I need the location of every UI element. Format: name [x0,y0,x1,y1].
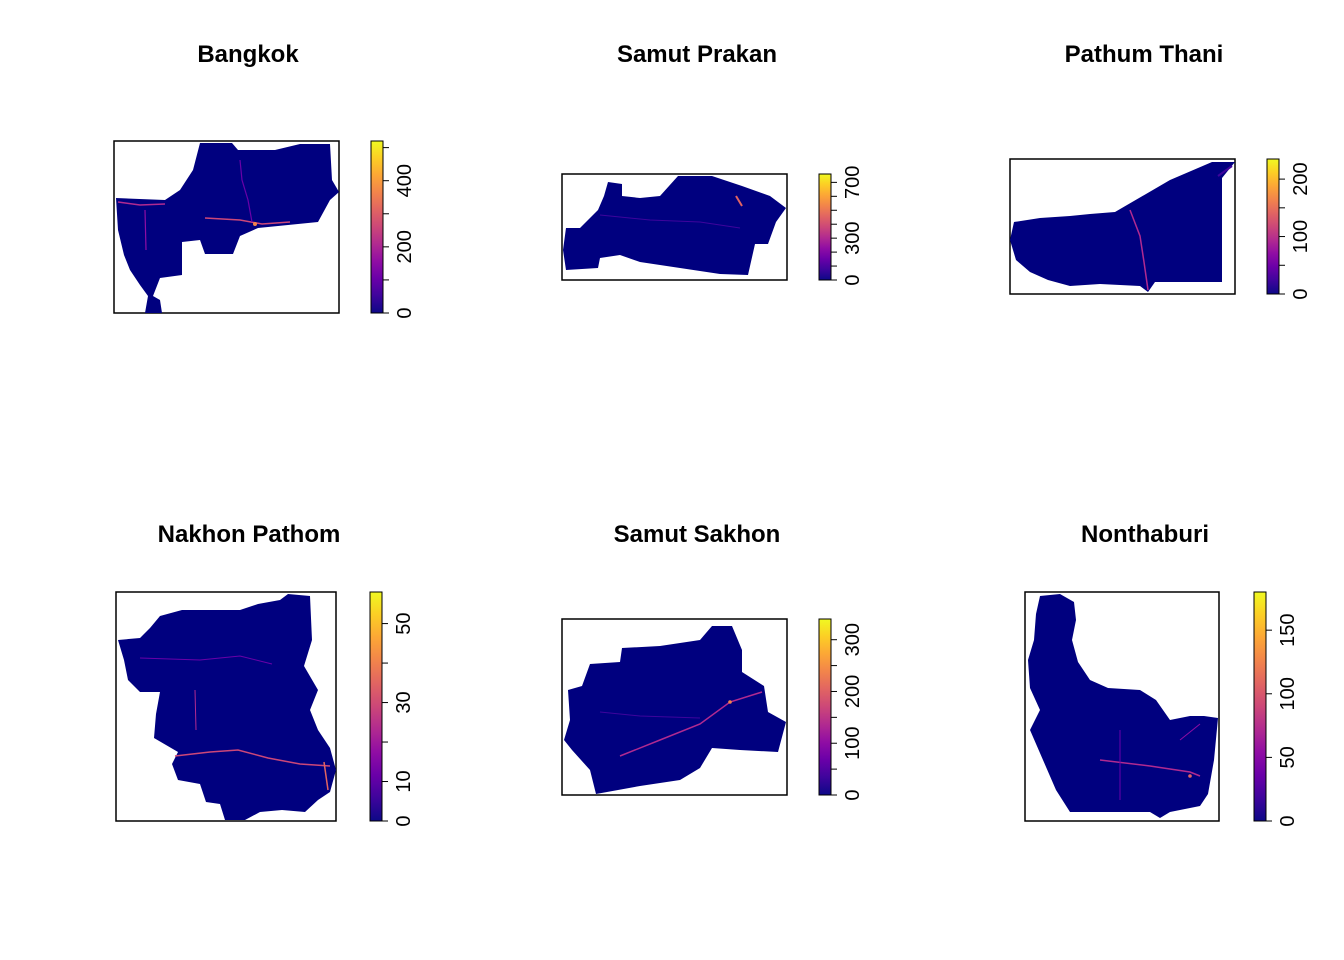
panel-pathum-thani: Pathum Thani [1009,41,1236,295]
panel-title: Samut Prakan [617,41,777,68]
region-raster [116,143,339,313]
colorbar-tick-label: 0 [1290,288,1312,299]
region-raster [1010,162,1235,292]
region-raster [564,626,786,794]
plot-frame [113,140,340,314]
hotspot [1188,774,1192,778]
hotspot [253,222,257,226]
colorbar-tick-label: 0 [1277,815,1299,826]
colorbar-tick-label: 100 [842,727,864,760]
colorbar-legend: 0 300 700 [818,166,864,286]
road-line [144,209,147,251]
hotspot [728,700,732,704]
colorbar [370,140,384,314]
colorbar [369,591,383,822]
colorbar-tick-label: 50 [1277,746,1299,768]
legends: 0 200 400 0 300 700 0 100 200 0 10 30 50 0 100 200 300 0 5… [369,140,1312,827]
colorbar-tick-label: 400 [394,164,416,197]
road-line [194,689,197,731]
road-line [204,217,291,225]
colorbar-tick-label: 100 [1277,677,1299,710]
road-line [1129,209,1149,291]
colorbar-tick-label: 100 [1290,220,1312,253]
colorbar-tick-label: 50 [393,612,415,634]
colorbar-tick-label: 700 [842,166,864,199]
plot-frame [115,591,337,822]
road-line [619,691,763,757]
colorbar [818,173,832,281]
colorbar-tick-label: 10 [393,770,415,792]
plot-frame [1009,158,1236,295]
region-raster [1028,594,1218,818]
colorbar [1266,158,1280,295]
road-line [1179,723,1201,741]
colorbar-legend: 0 200 400 [370,140,416,319]
colorbar-tick-label: 200 [1290,162,1312,195]
panel-bangkok: Bangkok [113,41,340,314]
panel-samut-sakhon: Samut Sakhon [561,521,788,796]
colorbar-tick-label: 0 [393,815,415,826]
region-raster [118,594,336,820]
road-line [1217,165,1233,177]
road-line [735,195,743,207]
road-line [323,761,329,791]
road-line [239,159,253,223]
panel-samut-prakan: Samut Prakan [561,41,788,281]
plot-frame [561,618,788,796]
colorbar-legend: 0 100 200 [1266,158,1312,300]
plot-frame [1024,591,1220,822]
road-line [599,214,741,229]
colorbar-tick-label: 300 [842,623,864,656]
colorbar-tick-label: 300 [842,221,864,254]
colorbar-tick-label: 150 [1277,613,1299,646]
colorbar-tick-label: 200 [842,675,864,708]
panel-title: Samut Sakhon [614,521,781,548]
panel-title: Pathum Thani [1065,41,1224,68]
colorbar-tick-label: 0 [842,789,864,800]
colorbar [818,618,832,796]
road-line [1099,759,1201,777]
colorbar-legend: 0 50 100 150 [1253,591,1299,827]
panel-nakhon-pathom: Nakhon Pathom [115,521,341,822]
colorbar-tick-label: 30 [393,691,415,713]
colorbar-tick-label: 200 [394,230,416,263]
colorbar-tick-label: 0 [394,307,416,318]
colorbar [1253,591,1267,822]
colorbar-legend: 0 100 200 300 [818,618,864,801]
colorbar-tick-label: 0 [842,274,864,285]
region-raster [563,176,786,275]
panel-nonthaburi: Nonthaburi [1024,521,1220,822]
road-line [174,749,331,767]
road-line [599,711,701,719]
panel-title: Nonthaburi [1081,521,1209,548]
colorbar-legend: 0 10 30 50 [369,591,415,827]
plot-frame [561,173,788,281]
panel-title: Nakhon Pathom [158,521,341,548]
panel-title: Bangkok [197,41,299,68]
road-line [139,655,273,665]
road-line [117,201,166,206]
